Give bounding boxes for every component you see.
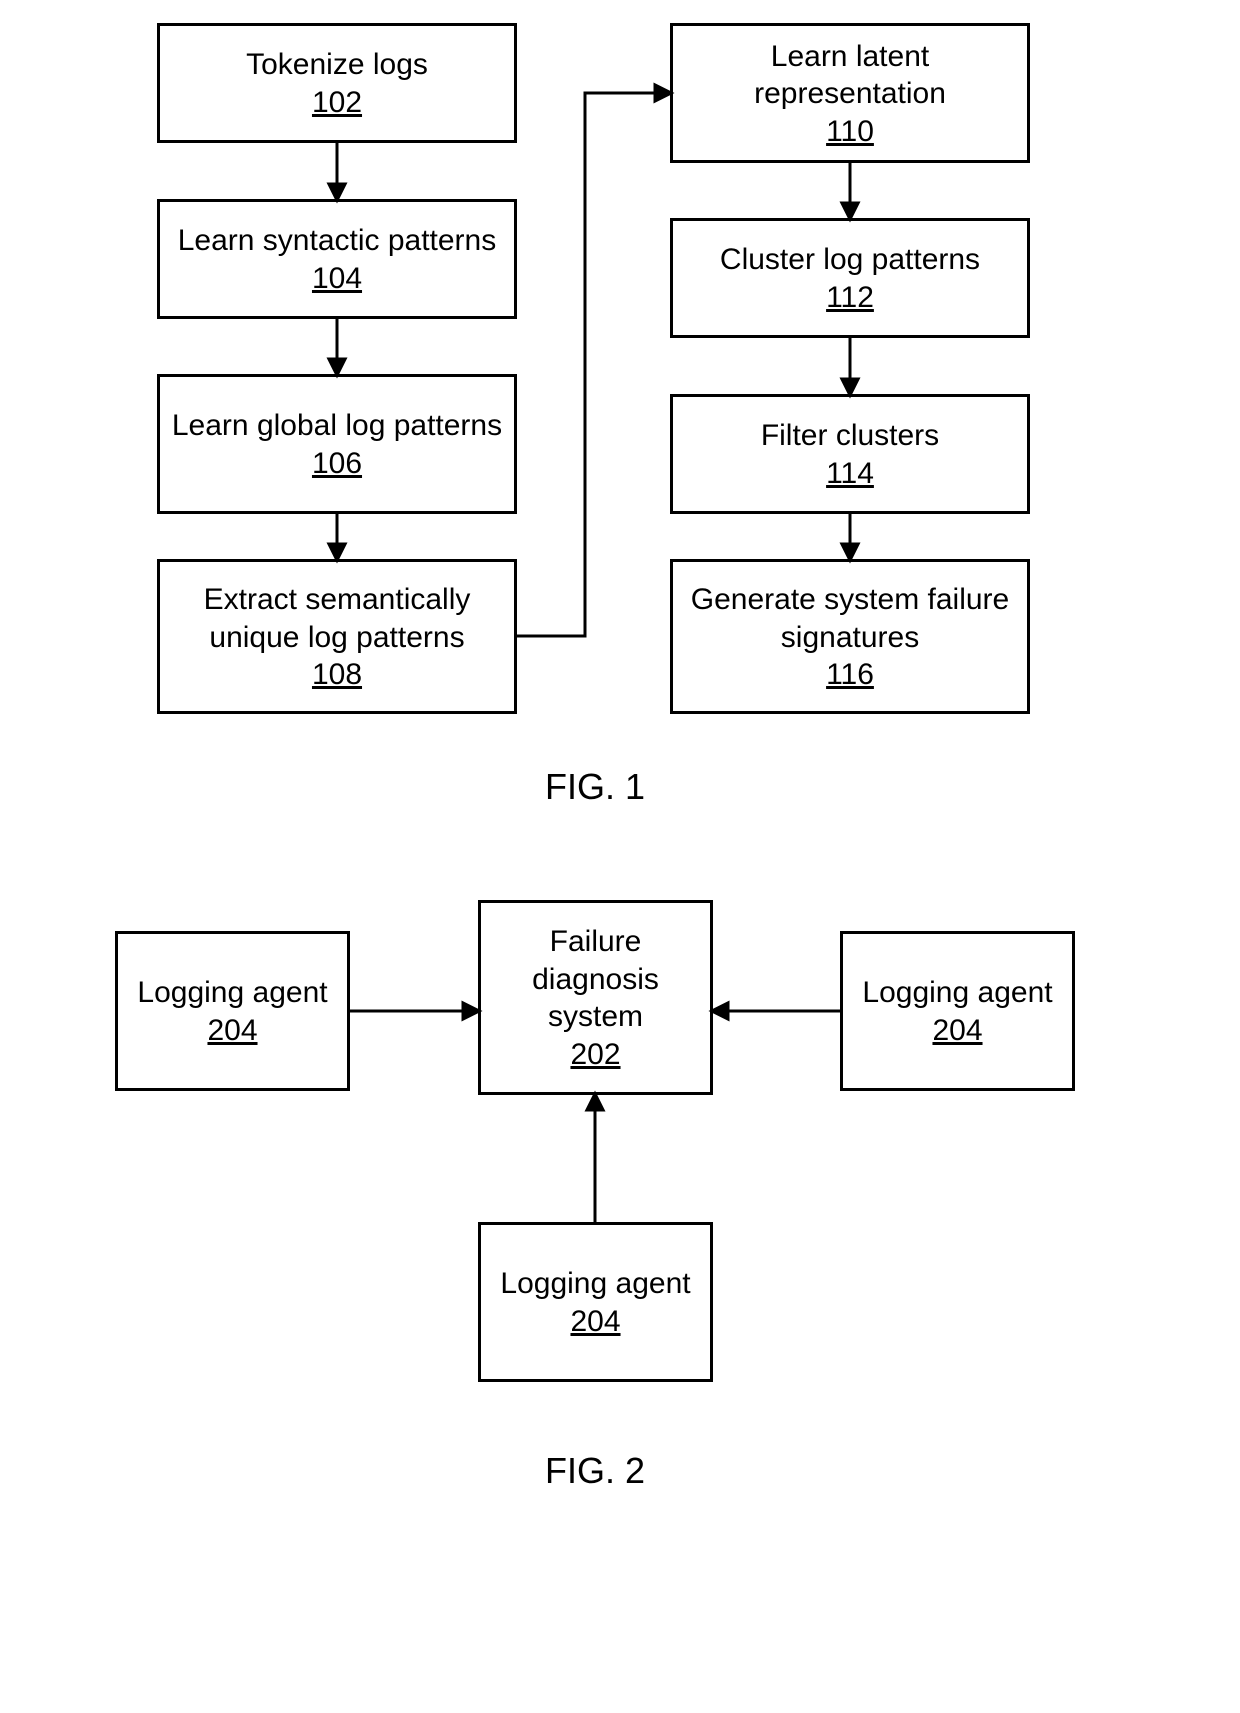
flowchart-node: Failure diagnosis system 202 (478, 900, 713, 1095)
node-label: Generate system failure signatures (683, 581, 1017, 656)
node-label: Logging agent (500, 1265, 690, 1303)
node-ref: 106 (312, 447, 362, 481)
flowchart-node: Logging agent 204 (840, 931, 1075, 1091)
node-label: Cluster log patterns (720, 241, 980, 279)
node-label: Filter clusters (761, 417, 939, 455)
node-label: Logging agent (137, 974, 327, 1012)
node-label: Tokenize logs (246, 46, 428, 84)
node-ref: 202 (570, 1038, 620, 1072)
node-ref: 204 (932, 1014, 982, 1048)
node-label: Learn global log patterns (172, 407, 502, 445)
node-ref: 104 (312, 262, 362, 296)
flowchart-node: Generate system failure signatures 116 (670, 559, 1030, 714)
node-ref: 102 (312, 86, 362, 120)
figure-caption: FIG. 2 (545, 1450, 645, 1492)
flowchart-node: Tokenize logs 102 (157, 23, 517, 143)
figure-caption: FIG. 1 (545, 766, 645, 808)
node-label: Failure diagnosis system (491, 923, 700, 1036)
flowchart-node: Cluster log patterns 112 (670, 218, 1030, 338)
flowchart-node: Learn global log patterns 106 (157, 374, 517, 514)
flowchart-node: Filter clusters 114 (670, 394, 1030, 514)
edge-arrow (517, 93, 670, 636)
node-ref: 204 (207, 1014, 257, 1048)
node-label: Logging agent (862, 974, 1052, 1012)
flowchart-node: Logging agent 204 (478, 1222, 713, 1382)
flowchart-node: Learn latent representation 110 (670, 23, 1030, 163)
node-label: Learn syntactic patterns (178, 222, 497, 260)
node-ref: 110 (826, 115, 874, 149)
flowchart-node: Learn syntactic patterns 104 (157, 199, 517, 319)
node-ref: 204 (570, 1305, 620, 1339)
node-ref: 116 (826, 658, 874, 692)
node-ref: 112 (826, 281, 874, 315)
node-label: Extract semantically unique log patterns (170, 581, 504, 656)
flowchart-node: Logging agent 204 (115, 931, 350, 1091)
node-ref: 108 (312, 658, 362, 692)
node-ref: 114 (826, 457, 874, 491)
node-label: Learn latent representation (683, 38, 1017, 113)
flowchart-node: Extract semantically unique log patterns… (157, 559, 517, 714)
